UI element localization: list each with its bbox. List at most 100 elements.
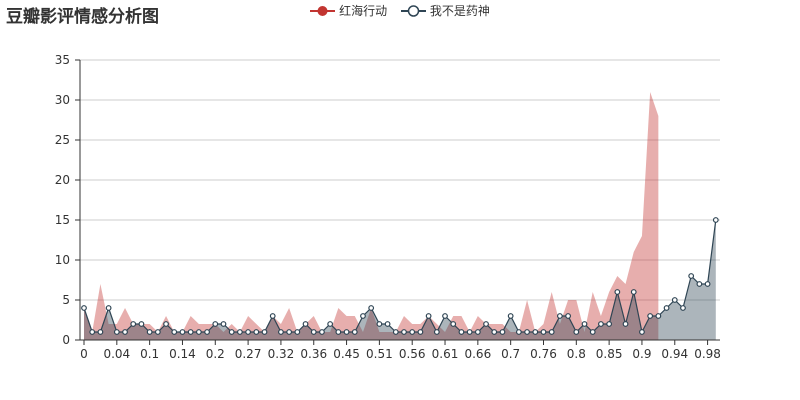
axes: [79, 60, 720, 341]
chart-title: 豆瓣影评情感分析图: [6, 7, 159, 27]
data-point-series-2[interactable]: [639, 329, 645, 335]
data-point-series-2[interactable]: [343, 329, 350, 335]
data-point-series-2[interactable]: [556, 313, 563, 319]
data-point-series-2[interactable]: [474, 329, 481, 335]
data-point-series-2[interactable]: [532, 329, 539, 335]
data-point-series-2[interactable]: [392, 329, 399, 335]
data-point-series-2[interactable]: [581, 321, 588, 327]
data-point-series-2[interactable]: [253, 329, 260, 335]
x-tick-label: 0.51: [366, 347, 393, 361]
data-point-series-2[interactable]: [220, 321, 227, 327]
data-point-series-2[interactable]: [163, 321, 169, 327]
data-point-series-2[interactable]: [442, 313, 448, 319]
data-point-series-2[interactable]: [179, 329, 186, 335]
data-point-series-2[interactable]: [138, 321, 145, 327]
data-point-series-2[interactable]: [368, 305, 375, 311]
data-point-series-2[interactable]: [417, 329, 424, 335]
data-point-series-2[interactable]: [630, 289, 637, 295]
data-point-series-2[interactable]: [589, 329, 596, 335]
data-point-series-2[interactable]: [302, 321, 309, 327]
data-point-series-2[interactable]: [647, 313, 654, 319]
data-point-series-2[interactable]: [450, 321, 457, 327]
x-tick-label: 0.45: [333, 347, 360, 361]
legend: 红海行动 我不是药神: [0, 2, 800, 21]
data-point-series-2[interactable]: [671, 297, 678, 303]
y-tick-label: 30: [55, 93, 70, 107]
data-point-series-2[interactable]: [171, 329, 178, 335]
legend-label-series-1: 红海行动: [339, 4, 388, 18]
data-point-series-2[interactable]: [236, 329, 243, 335]
legend-item-series-1[interactable]: 红海行动: [310, 2, 387, 19]
grid-lines: [80, 59, 720, 301]
data-point-series-2[interactable]: [507, 313, 514, 319]
x-tick-label: 0.04: [103, 347, 130, 361]
data-point-series-2[interactable]: [97, 329, 104, 335]
y-tick-label: 0: [62, 333, 70, 347]
data-point-series-2[interactable]: [409, 329, 416, 335]
x-tick-label: 0.85: [596, 347, 623, 361]
data-point-series-2[interactable]: [483, 321, 489, 327]
data-point-series-2[interactable]: [228, 329, 235, 335]
data-point-series-2[interactable]: [433, 329, 440, 335]
data-point-series-2[interactable]: [351, 329, 358, 335]
data-point-series-2[interactable]: [195, 329, 202, 335]
data-point-series-2[interactable]: [204, 329, 210, 335]
data-point-series-2[interactable]: [466, 329, 473, 335]
data-point-series-2[interactable]: [491, 329, 498, 335]
data-point-series-2[interactable]: [712, 217, 719, 223]
legend-line-marker-icon: [310, 5, 336, 16]
data-point-series-2[interactable]: [327, 321, 334, 327]
data-point-series-2[interactable]: [704, 281, 711, 287]
data-point-series-2[interactable]: [89, 329, 96, 335]
x-tick-label: 0.14: [169, 347, 196, 361]
data-point-series-2[interactable]: [540, 329, 547, 335]
data-point-series-2[interactable]: [606, 321, 613, 327]
data-point-series-2[interactable]: [573, 329, 580, 335]
data-point-series-2[interactable]: [146, 329, 153, 335]
data-point-series-2[interactable]: [335, 329, 342, 335]
data-point-series-2[interactable]: [113, 329, 120, 335]
data-point-series-2[interactable]: [663, 305, 670, 311]
data-point-series-2[interactable]: [261, 329, 268, 335]
area-fill-series-2: [84, 220, 716, 340]
data-point-series-2[interactable]: [614, 289, 621, 295]
data-point-series-2[interactable]: [286, 329, 293, 335]
data-point-series-2[interactable]: [622, 321, 629, 327]
data-point-series-2[interactable]: [458, 329, 465, 335]
legend-item-series-2[interactable]: 我不是药神: [400, 2, 490, 19]
data-point-series-2[interactable]: [105, 305, 112, 311]
data-point-series-2[interactable]: [122, 329, 128, 335]
data-point-series-2[interactable]: [401, 329, 407, 335]
data-point-series-2[interactable]: [154, 329, 161, 335]
data-point-series-2[interactable]: [319, 329, 325, 335]
data-point-series-2[interactable]: [384, 321, 391, 327]
data-point-series-2[interactable]: [360, 313, 366, 319]
data-point-series-2[interactable]: [680, 305, 686, 311]
data-point-series-2[interactable]: [130, 321, 137, 327]
data-point-series-2[interactable]: [278, 329, 284, 335]
x-tick-label: 0.56: [399, 347, 426, 361]
data-point-series-2[interactable]: [212, 321, 219, 327]
data-point-series-2[interactable]: [524, 329, 530, 335]
data-point-series-2[interactable]: [655, 313, 662, 319]
x-tick-label: 0.7: [501, 347, 520, 361]
data-point-series-2[interactable]: [310, 329, 317, 335]
data-point-series-2[interactable]: [81, 305, 87, 311]
data-point-series-2[interactable]: [294, 329, 301, 335]
data-point-series-2[interactable]: [515, 329, 522, 335]
data-point-series-2[interactable]: [565, 313, 572, 319]
data-point-series-2[interactable]: [696, 281, 703, 287]
data-point-series-2[interactable]: [376, 321, 383, 327]
data-point-series-2[interactable]: [269, 313, 276, 319]
data-point-series-2[interactable]: [598, 321, 604, 327]
data-point-series-2[interactable]: [425, 313, 432, 319]
data-point-series-2[interactable]: [499, 329, 506, 335]
x-tick-label: 0.9: [632, 347, 651, 361]
x-tick-label: 0: [80, 347, 88, 361]
data-point-series-2[interactable]: [187, 329, 194, 335]
y-axis-ticks: 0 5 10 15 20 25 30 35: [55, 53, 80, 347]
data-point-series-2[interactable]: [688, 273, 695, 279]
data-point-series-2[interactable]: [548, 329, 555, 335]
x-axis-ticks: 0 0.04 0.1 0.14 0.2 0.27 0.32 0.36 0.45 0.51 0.56 0…: [80, 340, 721, 361]
data-point-series-2[interactable]: [245, 329, 252, 335]
